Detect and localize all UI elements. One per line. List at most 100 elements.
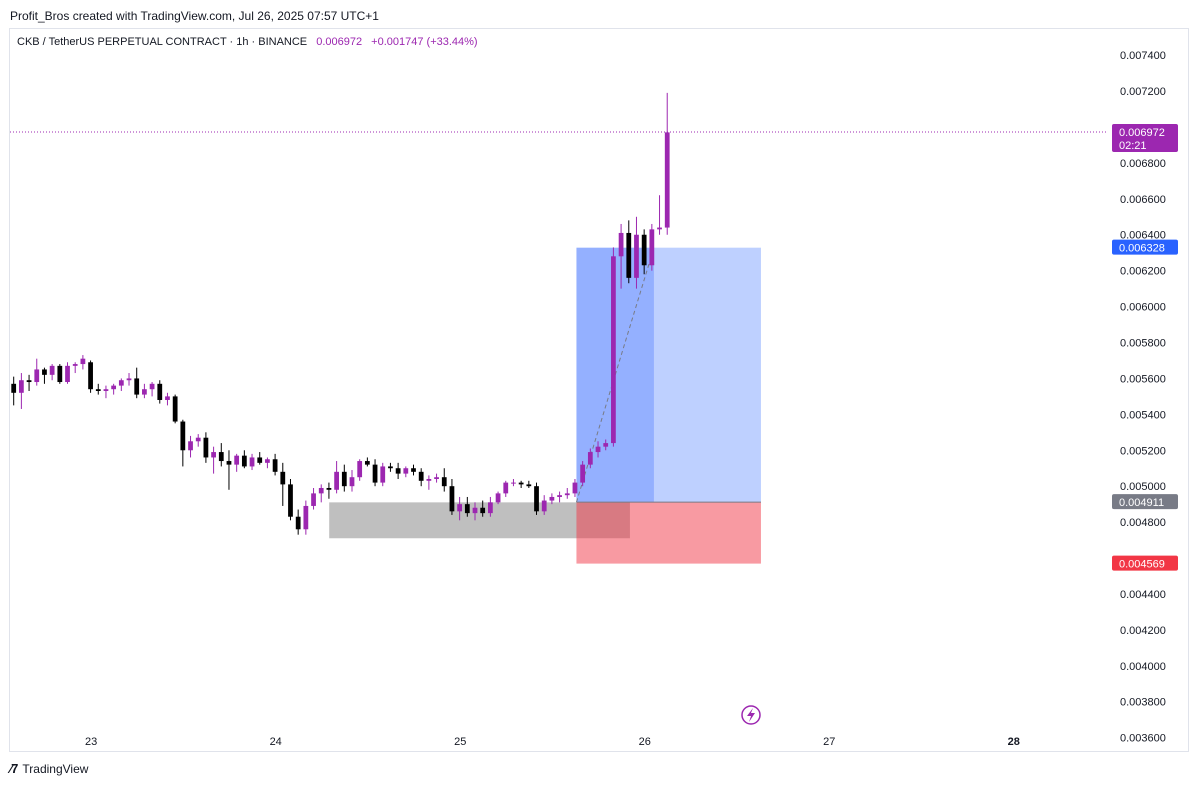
candle[interactable] xyxy=(503,480,509,497)
candle[interactable] xyxy=(457,496,463,521)
candle[interactable] xyxy=(49,364,55,381)
candle[interactable] xyxy=(11,376,17,406)
candle[interactable] xyxy=(626,220,632,284)
candle[interactable] xyxy=(288,479,293,521)
candle[interactable] xyxy=(118,378,124,391)
candle[interactable] xyxy=(272,453,278,476)
candle[interactable] xyxy=(249,453,255,471)
candle[interactable] xyxy=(265,457,270,469)
candle[interactable] xyxy=(418,468,424,487)
candle[interactable] xyxy=(511,479,516,487)
candle[interactable] xyxy=(195,434,201,447)
candle[interactable] xyxy=(611,247,616,447)
candle[interactable] xyxy=(142,383,147,399)
candle[interactable] xyxy=(372,459,378,487)
candle[interactable] xyxy=(226,450,232,490)
candle[interactable] xyxy=(641,229,647,275)
candle[interactable] xyxy=(72,362,78,374)
chart-frame[interactable] xyxy=(9,28,1189,752)
candle[interactable] xyxy=(557,491,562,503)
candle[interactable] xyxy=(218,443,224,467)
candle-body xyxy=(111,385,117,390)
candle[interactable] xyxy=(26,374,32,391)
candle[interactable] xyxy=(587,448,593,469)
candle[interactable] xyxy=(364,457,370,467)
candle[interactable] xyxy=(380,462,386,487)
candle[interactable] xyxy=(157,380,163,404)
candle[interactable] xyxy=(149,382,155,397)
candle[interactable] xyxy=(303,500,309,535)
candle[interactable] xyxy=(480,500,486,517)
candle[interactable] xyxy=(80,355,86,370)
candle[interactable] xyxy=(572,479,578,497)
candle[interactable] xyxy=(34,358,40,386)
candle[interactable] xyxy=(95,383,101,395)
candle[interactable] xyxy=(564,487,570,499)
candle[interactable] xyxy=(349,470,355,492)
candle[interactable] xyxy=(395,462,401,480)
candle[interactable] xyxy=(518,480,524,488)
candle[interactable] xyxy=(549,493,555,505)
candle[interactable] xyxy=(403,466,409,478)
candle-body xyxy=(334,471,339,490)
candle[interactable] xyxy=(295,509,301,535)
candle[interactable] xyxy=(257,452,263,465)
candle[interactable] xyxy=(634,216,639,289)
profit-zone-rect[interactable] xyxy=(653,247,761,503)
candle[interactable] xyxy=(188,435,193,458)
entry-price-tag: 0.004911 xyxy=(1112,494,1178,510)
candle[interactable] xyxy=(603,439,609,451)
candle[interactable] xyxy=(341,464,347,492)
candle[interactable] xyxy=(449,479,455,515)
candle-body xyxy=(349,477,355,487)
candle[interactable] xyxy=(488,496,493,517)
candle[interactable] xyxy=(111,383,117,395)
candle[interactable] xyxy=(357,459,363,481)
candle[interactable] xyxy=(526,480,532,488)
candle[interactable] xyxy=(280,462,286,506)
candle[interactable] xyxy=(134,367,140,399)
flash-icon[interactable] xyxy=(741,705,761,725)
candle[interactable] xyxy=(618,223,624,289)
candle[interactable] xyxy=(234,453,240,472)
candle-body xyxy=(480,507,486,514)
candle[interactable] xyxy=(326,482,332,499)
candle[interactable] xyxy=(541,495,547,515)
tradingview-logo[interactable]: ⁄7 TradingView xyxy=(10,761,88,776)
candle-body xyxy=(580,464,586,483)
candle[interactable] xyxy=(65,362,70,384)
time-tick-label: 28 xyxy=(1008,736,1020,748)
candle[interactable] xyxy=(657,195,662,235)
candle[interactable] xyxy=(441,468,447,492)
candle[interactable] xyxy=(472,502,478,521)
candle[interactable] xyxy=(88,360,93,393)
loss-zone-rect[interactable] xyxy=(576,502,761,564)
candle[interactable] xyxy=(580,461,586,487)
candle[interactable] xyxy=(649,223,655,271)
candle[interactable] xyxy=(464,496,470,517)
candle[interactable] xyxy=(203,432,209,463)
candle[interactable] xyxy=(211,446,216,474)
candle[interactable] xyxy=(18,373,24,409)
candle[interactable] xyxy=(664,92,670,235)
candle[interactable] xyxy=(334,461,339,494)
candle[interactable] xyxy=(172,394,178,424)
candle[interactable] xyxy=(180,419,186,467)
candle[interactable] xyxy=(411,464,416,476)
candle[interactable] xyxy=(595,441,601,458)
candle[interactable] xyxy=(534,482,539,515)
candle[interactable] xyxy=(434,473,439,483)
candle[interactable] xyxy=(241,450,247,469)
candle[interactable] xyxy=(318,484,324,503)
candle[interactable] xyxy=(57,364,63,384)
candle[interactable] xyxy=(126,373,132,386)
candle-body xyxy=(472,507,478,514)
candle[interactable] xyxy=(42,367,47,384)
candle[interactable] xyxy=(426,475,432,490)
candle[interactable] xyxy=(495,491,501,505)
candle[interactable] xyxy=(103,385,109,399)
candle[interactable] xyxy=(165,392,170,406)
candle[interactable] xyxy=(388,462,393,472)
candle[interactable] xyxy=(311,487,316,510)
